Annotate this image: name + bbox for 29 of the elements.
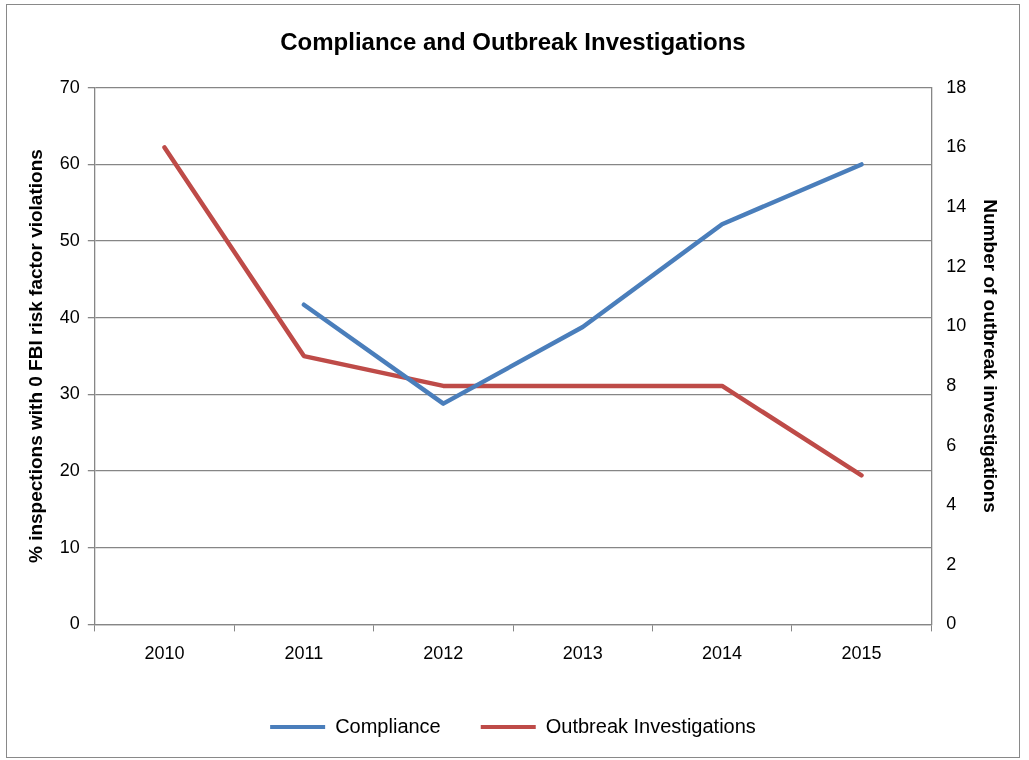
y2-tick-label: 8 (946, 374, 957, 395)
legend-label: Outbreak Investigations (545, 714, 756, 737)
y2-tick-label: 4 (946, 494, 957, 515)
y-tick-label: 20 (59, 460, 80, 481)
y2-tick-label: 2 (946, 553, 957, 574)
x-tick-label: 2010 (144, 643, 185, 664)
x-tick-label: 2013 (562, 643, 603, 664)
y2-tick-label: 10 (946, 315, 967, 336)
y2-tick-label: 0 (946, 613, 957, 634)
x-tick-label: 2011 (284, 643, 324, 664)
x-tick-label: 2012 (423, 643, 464, 664)
y2-tick-label: 6 (946, 434, 957, 455)
y-tick-label: 60 (59, 153, 80, 174)
chart-title: Compliance and Outbreak Investigations (280, 28, 746, 56)
y-tick-label: 30 (59, 383, 80, 404)
y2-tick-label: 14 (946, 196, 967, 217)
legend-label: Compliance (335, 714, 441, 737)
x-tick-label: 2014 (702, 643, 743, 664)
y-tick-label: 10 (59, 536, 80, 557)
y2-tick-label: 16 (946, 136, 967, 157)
y2-tick-label: 12 (946, 255, 967, 276)
y-tick-label: 70 (59, 76, 80, 97)
x-tick-label: 2015 (841, 643, 882, 664)
y-axis-title: % inspections with 0 FBI risk factor violations (24, 149, 46, 564)
y2-tick-label: 18 (946, 76, 967, 97)
y-tick-label: 40 (59, 306, 80, 327)
y2-axis-title: Number of outbreak investigations (980, 199, 1002, 513)
y-tick-label: 0 (69, 613, 80, 634)
y-tick-label: 50 (59, 230, 80, 251)
